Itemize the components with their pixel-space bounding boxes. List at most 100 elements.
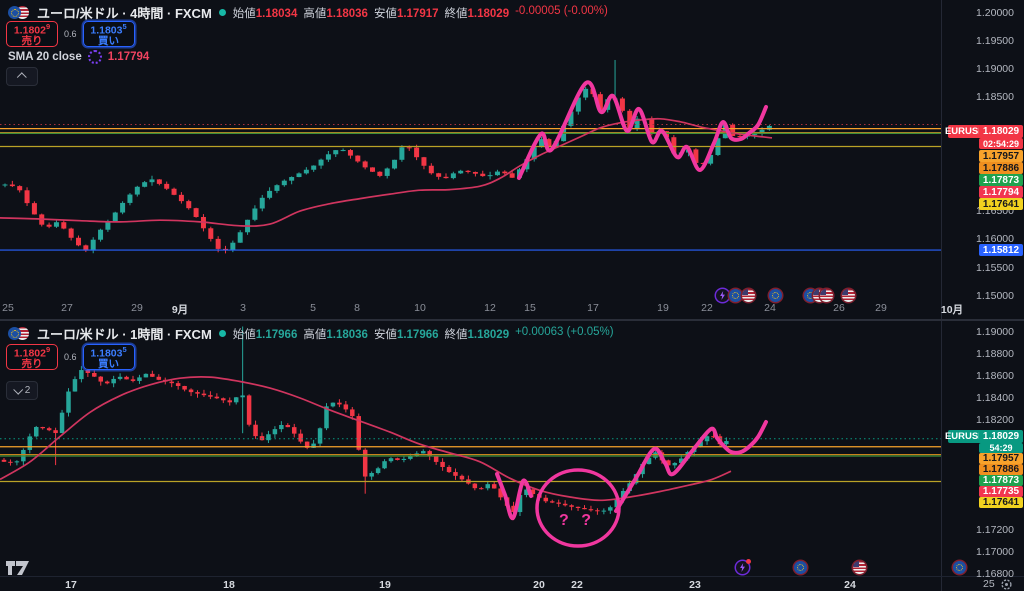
candle: [543, 497, 549, 502]
price-axis-badge: 1.17641: [979, 198, 1023, 210]
candle: [214, 396, 220, 399]
time-tick-label: 29: [131, 302, 143, 314]
price-axis-badge: 1.17886: [979, 464, 1023, 475]
sell-button[interactable]: 1.18029 売り: [6, 21, 58, 47]
eu-flag-event-icon[interactable]: [729, 289, 742, 302]
candle: [693, 149, 699, 163]
candle: [150, 373, 155, 377]
panel-divider[interactable]: [0, 319, 1024, 321]
price-axis-badge: 1.17794: [979, 186, 1023, 198]
price-tick-label: 1.18500: [976, 91, 1014, 103]
candle: [169, 381, 174, 384]
eu-flag-event-icon[interactable]: [769, 289, 782, 302]
candle: [59, 412, 65, 434]
collapse-pane-button[interactable]: [6, 67, 38, 86]
candle: [120, 202, 126, 213]
us-flag-event-icon[interactable]: [820, 289, 833, 302]
candle: [76, 237, 81, 246]
eu-flag-event-icon[interactable]: [953, 561, 966, 574]
time-tick-label: 17: [587, 302, 599, 314]
candle: [246, 395, 252, 425]
candle: [453, 472, 458, 476]
candle: [201, 393, 207, 396]
candle: [377, 171, 383, 176]
candle: [298, 433, 303, 442]
candle: [562, 503, 568, 506]
us-flag-event-icon[interactable]: [742, 289, 755, 302]
time-tick-label: 19: [379, 579, 391, 591]
candle: [27, 436, 33, 450]
candle: [362, 161, 368, 168]
symbol-title[interactable]: ユーロ/米ドル · 4時間 · FXCM: [37, 6, 212, 21]
hand-drawn-annotation: [614, 420, 768, 513]
candle: [575, 506, 581, 509]
sma-line: [0, 376, 732, 502]
candle: [61, 222, 67, 229]
candle: [105, 221, 111, 230]
candle: [517, 495, 523, 513]
price-tick-label: 1.15000: [976, 290, 1014, 302]
candle: [546, 139, 552, 147]
candle: [272, 429, 278, 435]
candle: [267, 190, 273, 198]
candle: [92, 372, 97, 377]
candle: [711, 436, 716, 438]
tradingview-logo[interactable]: [5, 559, 31, 577]
candle: [458, 170, 464, 174]
symbol-legend-4h[interactable]: ユーロ/米ドル · 4時間 · FXCM 始値1.18034 高値1.18036…: [8, 3, 608, 22]
expand-indicators-button[interactable]: 2: [6, 381, 38, 400]
symbol-title[interactable]: ユーロ/米ドル · 1時間 · FXCM: [37, 327, 212, 342]
price-tick-label: 1.18800: [976, 348, 1014, 360]
candle: [127, 194, 133, 203]
candle: [285, 425, 291, 428]
candle: [14, 461, 20, 463]
candle: [221, 398, 226, 401]
candle: [83, 245, 89, 251]
candle: [266, 434, 271, 441]
candle: [608, 507, 613, 511]
price-tick-label: 1.18200: [976, 414, 1014, 426]
price-axis-badge: 1.17957: [979, 150, 1023, 162]
candle: [79, 370, 84, 380]
time-tick-label: 24: [764, 302, 776, 314]
economic-event-lightning-icon[interactable]: [736, 559, 751, 574]
candle: [649, 119, 655, 134]
hand-drawn-annotation: [517, 80, 768, 180]
us-flag-event-icon[interactable]: [842, 289, 855, 302]
candle: [333, 150, 339, 155]
us-flag-event-icon[interactable]: [853, 561, 866, 574]
symbol-legend-1h[interactable]: ユーロ/米ドル · 1時間 · FXCM 始値1.17966 高値1.18036…: [8, 324, 614, 343]
candle: [182, 385, 187, 390]
alert-dot: [746, 559, 751, 564]
market-open-dot-icon: [218, 9, 226, 16]
candle: [614, 498, 619, 508]
candle: [253, 424, 258, 437]
question-marks-annotation: ? ?: [559, 512, 595, 529]
eu-flag-event-icon[interactable]: [794, 561, 807, 574]
circle-annotation: [535, 468, 621, 548]
time-axis-settings-gear-icon[interactable]: [1000, 578, 1013, 591]
candle: [399, 147, 405, 160]
candle: [634, 118, 640, 129]
sell-button[interactable]: 1.18029 売り: [6, 344, 58, 370]
buy-button[interactable]: 1.18035 買い: [82, 21, 135, 47]
candle: [1, 459, 7, 462]
price-tick-label: 1.19000: [976, 63, 1014, 75]
candle: [259, 197, 265, 209]
candle: [671, 137, 677, 154]
candle: [330, 402, 336, 407]
buy-button[interactable]: 1.18035 買い: [82, 344, 135, 370]
candle: [356, 416, 361, 450]
candle: [171, 188, 177, 195]
candle: [186, 201, 192, 209]
candle: [487, 175, 493, 177]
candle: [227, 400, 232, 403]
candle: [111, 378, 116, 384]
candle: [318, 159, 324, 166]
time-tick-label: 10月: [940, 304, 964, 316]
candle: [137, 377, 142, 381]
economic-event-lightning-icon[interactable]: [716, 289, 729, 302]
indicator-legend-sma[interactable]: SMA 20 close 1.17794: [8, 50, 150, 64]
